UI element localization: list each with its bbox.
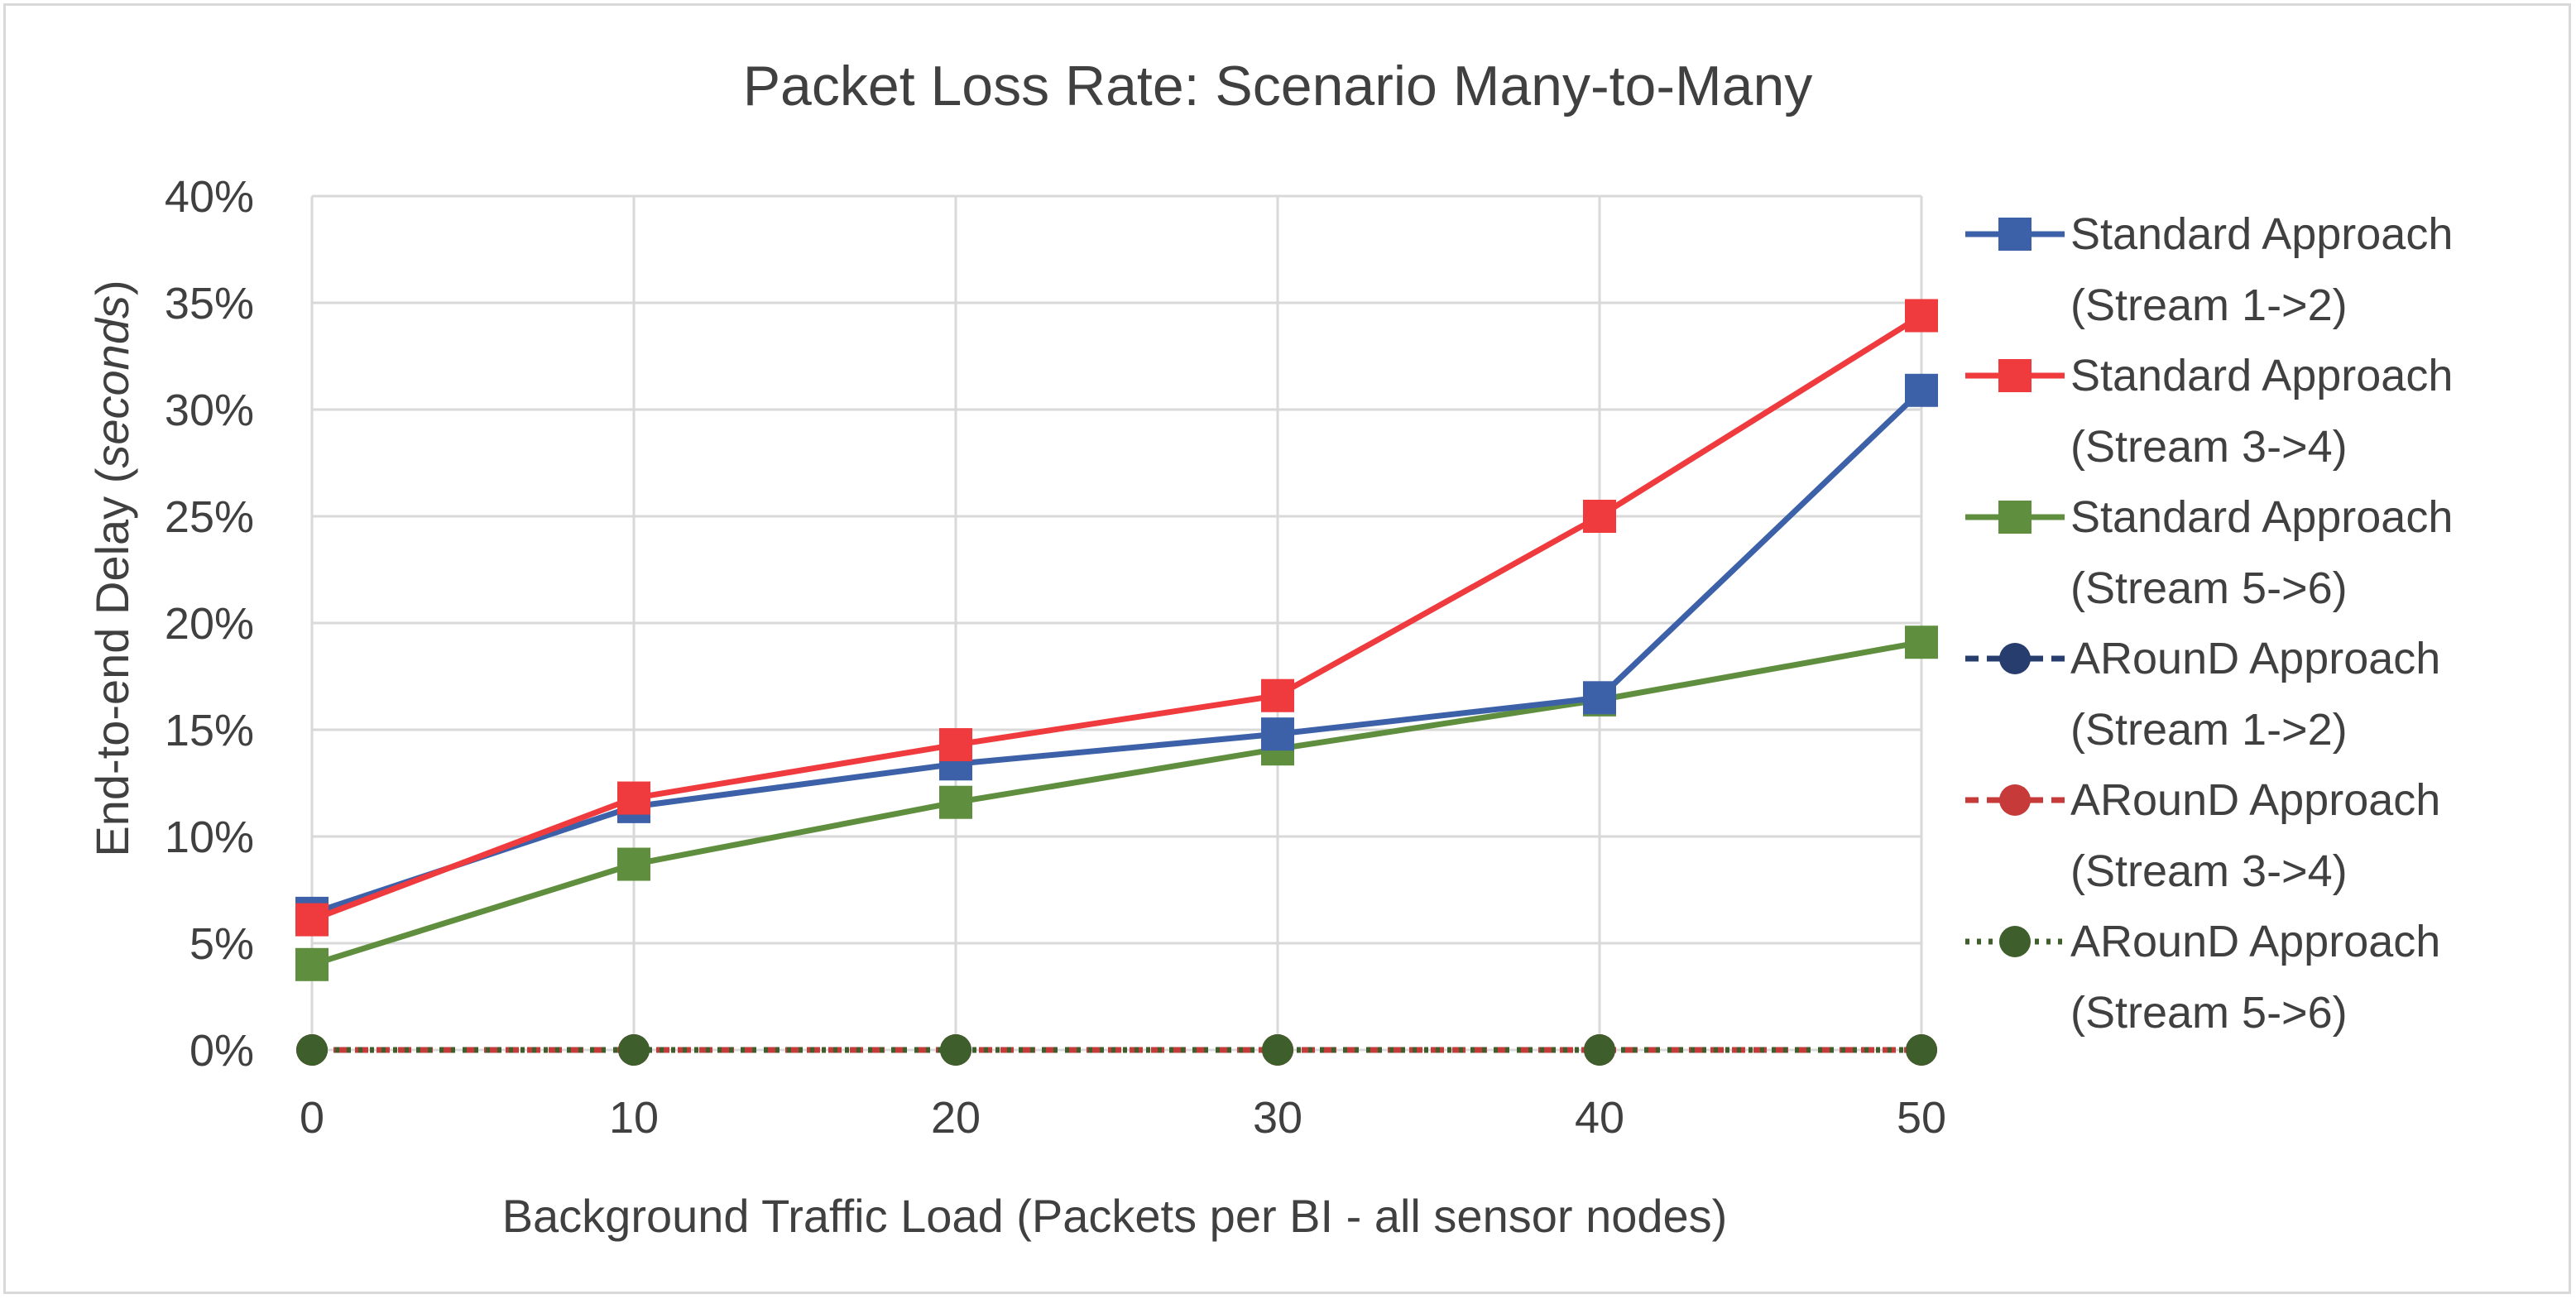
data-point [617,781,650,815]
data-point [939,728,972,762]
y-tick-label: 5% [189,919,254,969]
y-tick-label: 0% [189,1026,254,1076]
series-ar56 [296,1034,1937,1066]
x-tick-label: 20 [931,1093,981,1143]
data-point [1262,1034,1293,1066]
legend-label-line2: (Stream 5->6) [2070,988,2348,1038]
x-tick-label: 0 [300,1093,324,1143]
y-tick-label: 40% [165,172,254,222]
y-axis-label-main: End-to-end Delay ( [86,467,138,856]
legend-label-line1: Standard Approach [2070,492,2453,542]
y-tick-label: 20% [165,599,254,649]
y-axis-label-end: ) [86,280,138,295]
legend-item-std12: Standard Approach (Stream 1->2) [1965,209,2453,330]
data-point [295,903,329,937]
data-point [1905,626,1938,659]
series-line [310,388,1924,917]
data-point [295,947,329,981]
legend-marker [1998,359,2032,392]
series-line [310,313,1923,923]
legend-label-line2: (Stream 1->2) [2070,705,2348,755]
x-tick-label: 50 [1897,1093,1946,1143]
legend-label-line2: (Stream 3->4) [2070,846,2348,896]
legend-item-std56: Standard Approach (Stream 5->6) [1965,492,2453,613]
y-axis-label: End-to-end Delay (seconds) [86,280,138,856]
data-point [1583,681,1616,715]
x-tick-label: 30 [1253,1093,1302,1143]
y-tick-label: 35% [165,279,254,328]
legend-label-line1: Standard Approach [2070,209,2453,259]
y-tick-label: 25% [165,492,254,542]
legend-item-ar56: ARounD Approach (Stream 5->6) [1965,917,2440,1038]
x-tick-label: 10 [609,1093,659,1143]
y-axis-ticks: 0% 5% 10% 15% 20% 25% 30% 35% 40% [165,172,254,1076]
legend-marker [1998,501,2032,534]
legend-marker [1998,218,2032,251]
series-std56 [295,626,1938,981]
legend-label-line1: ARounD Approach [2070,775,2440,825]
legend-label-line2: (Stream 1->2) [2070,280,2348,330]
chart-frame: Packet Loss Rate: Scenario Many-to-Many … [3,3,2571,1294]
legend-item-ar34: ARounD Approach (Stream 3->4) [1965,775,2440,896]
data-point [1905,373,1938,407]
legend-marker [1999,926,2031,957]
data-point [1584,1034,1615,1066]
legend-label-line1: Standard Approach [2070,351,2453,400]
y-tick-label: 10% [165,812,254,862]
data-point [939,785,972,819]
y-tick-label: 30% [165,386,254,435]
data-point [1905,299,1938,333]
chart-title: Packet Loss Rate: Scenario Many-to-Many [743,55,1813,117]
legend-marker [1999,643,2031,674]
legend-label-line1: ARounD Approach [2070,634,2440,683]
legend-label-line2: (Stream 3->4) [2070,422,2348,472]
legend-item-ar12: ARounD Approach (Stream 1->2) [1965,634,2440,755]
x-axis-label: Background Traffic Load (Packets per BI … [502,1190,1728,1242]
x-axis-ticks: 0 10 20 30 40 50 [300,1093,1946,1143]
x-tick-label: 40 [1575,1093,1624,1143]
data-point [618,1034,650,1066]
data-point [940,1034,971,1066]
legend-marker [1999,784,2031,816]
data-point [1583,500,1616,533]
series-line [310,639,1922,968]
legend-label-line1: ARounD Approach [2070,917,2440,966]
data-point [617,847,650,881]
legend: Standard Approach(Stream 1->2)Standard A… [1965,209,2453,1038]
y-tick-label: 15% [165,706,254,755]
legend-label-line2: (Stream 5->6) [2070,563,2348,613]
data-point [1906,1034,1937,1066]
series-std34 [295,299,1938,937]
gridlines [310,194,1923,1052]
data-point [1261,717,1294,751]
data-point [1261,678,1294,712]
data-point [296,1034,328,1066]
y-axis-label-italic: seconds [86,295,138,468]
legend-item-std34: Standard Approach (Stream 3->4) [1965,351,2453,472]
line-chart: Packet Loss Rate: Scenario Many-to-Many … [86,55,2453,1242]
series-layer [295,299,1938,1066]
